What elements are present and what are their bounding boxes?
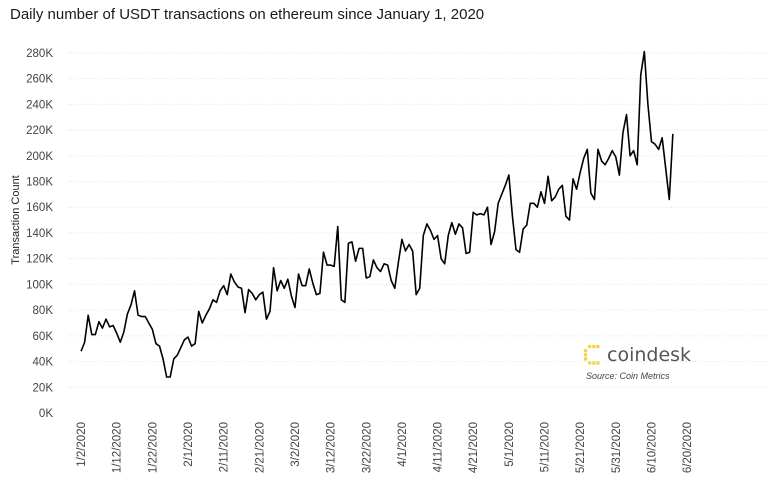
y-axis-label: Transaction Count [10,175,22,264]
x-tick-label: 5/31/2020 [611,422,623,473]
y-tick-label: 180K [26,176,53,188]
y-axis-tick-labels: 0K 20K 40K 60K 80K 100K 120K 140K 160K 180K 200K 22… [26,48,53,420]
x-tick-label: 1/2/2020 [76,422,88,467]
x-tick-label: 3/22/2020 [361,422,373,473]
coindesk-logo-icon [584,345,600,365]
y-tick-label: 0K [39,408,53,420]
x-tick-label: 6/10/2020 [646,422,658,473]
x-tick-label: 1/12/2020 [112,422,124,473]
x-tick-label: 2/1/2020 [183,422,195,467]
x-axis-tick-labels: 1/2/2020 1/12/2020 1/22/2020 2/1/2020 2/11/2… [76,422,694,473]
y-tick-label: 80K [33,305,54,317]
x-tick-label: 2/21/2020 [254,422,266,473]
y-tick-label: 140K [26,228,53,240]
watermark-source-text: Source: Coin Metrics [586,371,670,381]
grid-lines [68,52,768,388]
y-tick-label: 280K [26,48,53,60]
x-tick-label: 4/11/2020 [433,422,445,472]
x-tick-label: 3/2/2020 [290,422,302,467]
x-tick-label: 4/1/2020 [397,422,409,467]
x-tick-label: 5/21/2020 [575,422,587,473]
x-tick-label: 4/21/2020 [468,422,480,473]
y-tick-label: 200K [26,151,53,163]
y-tick-label: 20K [33,382,54,394]
y-tick-label: 120K [26,254,53,266]
series-layer [80,50,674,378]
x-tick-label: 5/11/2020 [540,422,552,472]
series-line [80,50,674,378]
y-tick-label: 40K [33,357,54,369]
y-tick-label: 240K [26,99,53,111]
coindesk-watermark: coindesk Source: Coin Metrics [584,344,691,381]
x-tick-label: 3/12/2020 [326,422,338,473]
chart-title: Daily number of USDT transactions on eth… [10,6,485,23]
x-tick-label: 6/20/2020 [682,422,694,473]
y-tick-label: 260K [26,74,53,86]
x-tick-label: 5/1/2020 [504,422,516,467]
x-tick-label: 2/11/2020 [219,422,231,472]
y-tick-label: 220K [26,125,53,137]
x-tick-label: 1/22/2020 [147,422,159,473]
y-tick-label: 160K [26,202,53,214]
y-tick-label: 60K [33,331,54,343]
y-tick-label: 100K [26,279,53,291]
watermark-brand-text: coindesk [607,344,691,366]
